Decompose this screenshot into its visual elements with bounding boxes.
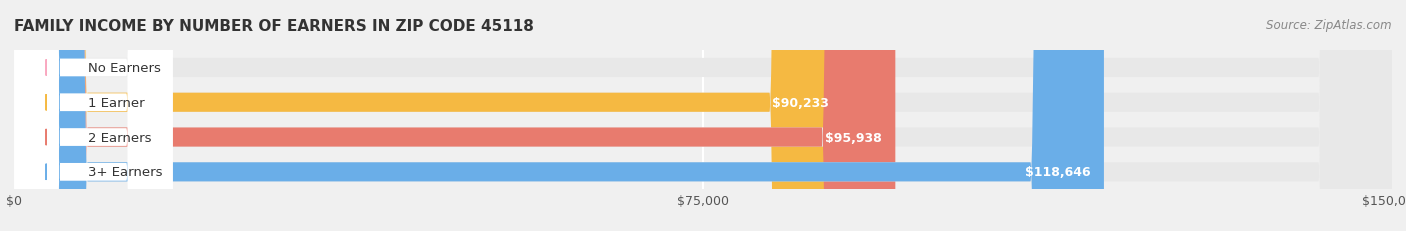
Text: $0: $0 xyxy=(42,62,59,75)
Text: 2 Earners: 2 Earners xyxy=(87,131,150,144)
Text: 3+ Earners: 3+ Earners xyxy=(87,166,162,179)
FancyBboxPatch shape xyxy=(14,0,1392,231)
Text: 1 Earner: 1 Earner xyxy=(87,96,145,109)
FancyBboxPatch shape xyxy=(14,0,173,231)
Text: FAMILY INCOME BY NUMBER OF EARNERS IN ZIP CODE 45118: FAMILY INCOME BY NUMBER OF EARNERS IN ZI… xyxy=(14,18,534,33)
FancyBboxPatch shape xyxy=(14,0,1392,231)
Text: $90,233: $90,233 xyxy=(772,96,830,109)
Text: Source: ZipAtlas.com: Source: ZipAtlas.com xyxy=(1267,18,1392,31)
FancyBboxPatch shape xyxy=(14,0,1392,231)
FancyBboxPatch shape xyxy=(14,0,896,231)
FancyBboxPatch shape xyxy=(14,0,1104,231)
FancyBboxPatch shape xyxy=(14,0,844,231)
FancyBboxPatch shape xyxy=(14,0,173,231)
FancyBboxPatch shape xyxy=(14,0,1392,231)
Text: $118,646: $118,646 xyxy=(1025,166,1090,179)
FancyBboxPatch shape xyxy=(14,0,173,231)
Text: $95,938: $95,938 xyxy=(825,131,882,144)
FancyBboxPatch shape xyxy=(14,0,173,231)
Text: No Earners: No Earners xyxy=(87,62,160,75)
